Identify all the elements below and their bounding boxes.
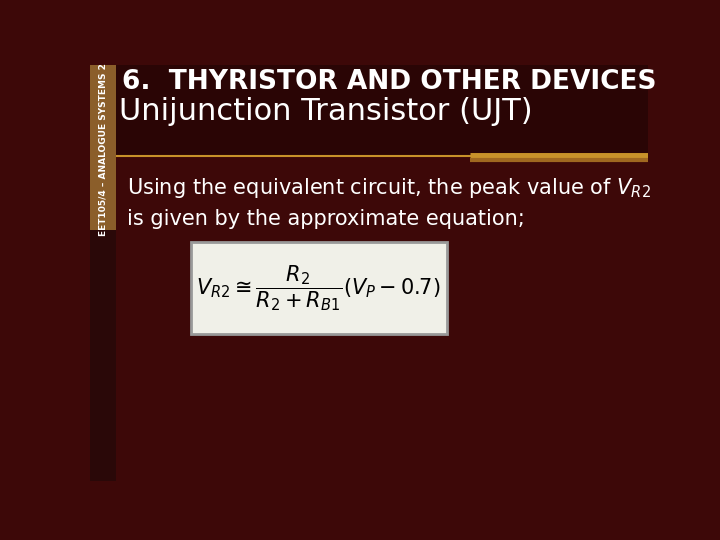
Text: Using the equivalent circuit, the peak value of $V_{R2}$: Using the equivalent circuit, the peak v… [127, 177, 651, 200]
Text: EET105/4 – ANALOGUE SYSTEMS 2: EET105/4 – ANALOGUE SYSTEMS 2 [99, 63, 107, 236]
Bar [116, 65, 648, 157]
Bar [90, 65, 116, 231]
Text: $V_{R2} \cong \dfrac{R_2}{R_2 + R_{B1}}\left(V_P - 0.7\right)$: $V_{R2} \cong \dfrac{R_2}{R_2 + R_{B1}}\… [197, 263, 441, 313]
Bar [90, 231, 116, 481]
Text: Unijunction Transistor (UJT): Unijunction Transistor (UJT) [120, 97, 533, 126]
FancyBboxPatch shape [191, 242, 446, 334]
Text: is given by the approximate equation;: is given by the approximate equation; [127, 209, 525, 229]
Text: 6.  THYRISTOR AND OTHER DEVICES: 6. THYRISTOR AND OTHER DEVICES [122, 69, 656, 94]
